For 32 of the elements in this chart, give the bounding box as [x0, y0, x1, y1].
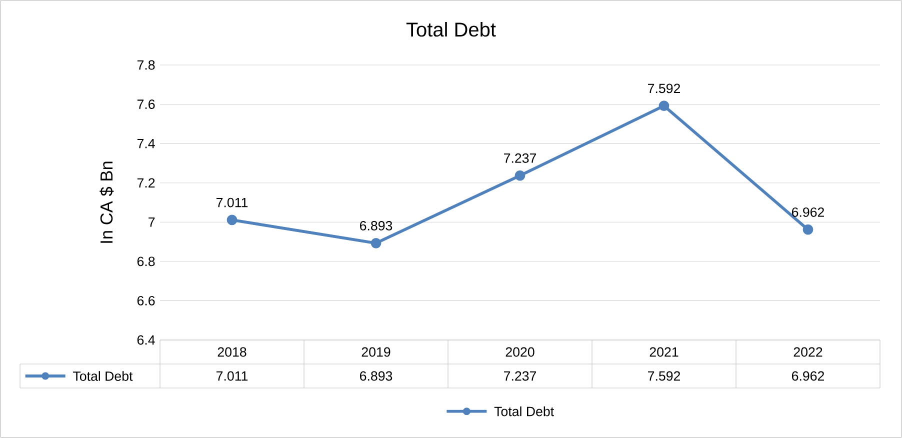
y-tick-label: 6.8 [137, 256, 155, 266]
x-tick-label: 2020 [506, 347, 534, 357]
x-tick-label: 2019 [362, 347, 390, 357]
y-tick-label: 6.6 [137, 296, 155, 306]
y-tick-label: 7.6 [137, 100, 155, 109]
point [802, 224, 814, 235]
point [514, 170, 526, 181]
y-tick-label: 6.4 [137, 335, 155, 345]
y-tick-label: 7.2 [137, 178, 155, 188]
point [370, 238, 382, 248]
y-tick-label: 7.4 [137, 138, 155, 148]
text: 7.237 [504, 153, 536, 163]
data-label: 7.011 [216, 371, 248, 381]
data-label: 7.592 [648, 371, 680, 381]
y-tick-label: 7.8 [137, 60, 155, 70]
text: 7.011 [216, 198, 248, 208]
text: Total Debt [494, 406, 554, 416]
x-tick-label: 2018 [218, 347, 246, 357]
legend-label: Total Debt [73, 371, 133, 381]
text: 7.592 [648, 84, 680, 94]
x-tick-label: 2022 [794, 347, 822, 357]
data-label: 6.962 [792, 371, 824, 381]
x-tick-label: 2021 [650, 347, 678, 357]
y-tick-label: 7 [148, 218, 155, 227]
data-label: 7.237 [504, 371, 536, 381]
text: 6.893 [360, 221, 392, 230]
text: 6.962 [792, 207, 824, 217]
point [226, 214, 238, 226]
chart-title: Total Debt [406, 22, 496, 37]
point [658, 100, 670, 112]
data-label: 6.893 [360, 371, 392, 381]
y-axis-title: In CA $ Bn [100, 162, 114, 243]
